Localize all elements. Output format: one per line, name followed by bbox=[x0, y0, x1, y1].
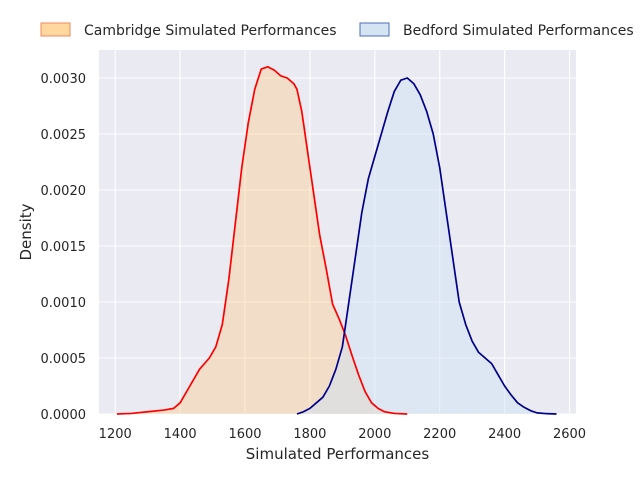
y-tick-label: 0.0030 bbox=[41, 72, 87, 87]
density-line-0 bbox=[116, 65, 408, 415]
grid bbox=[99, 50, 576, 415]
x-tick-label: 1400 bbox=[164, 427, 197, 442]
legend-swatch-cambridge bbox=[40, 22, 71, 37]
density-area-1 bbox=[296, 78, 557, 414]
density-area-0 bbox=[116, 66, 408, 415]
series-layer bbox=[116, 65, 557, 415]
x-tick-label: 2400 bbox=[488, 427, 521, 442]
x-tick-label: 1600 bbox=[228, 427, 261, 442]
x-tick-label: 2200 bbox=[423, 427, 456, 442]
y-tick-label: 0.0020 bbox=[41, 184, 87, 199]
y-tick-label: 0.0005 bbox=[41, 352, 87, 367]
x-tick-label: 1200 bbox=[99, 427, 132, 442]
legend-swatch-bedford bbox=[359, 22, 390, 37]
legend-label-bedford: Bedford Simulated Performances bbox=[403, 23, 634, 39]
plot-background bbox=[99, 50, 576, 414]
x-axis-label: Simulated Performances bbox=[246, 445, 430, 463]
y-tick-label: 0.0010 bbox=[41, 296, 87, 311]
legend-label-cambridge: Cambridge Simulated Performances bbox=[84, 23, 337, 39]
y-tick-label: 0.0015 bbox=[41, 240, 87, 255]
x-axis-ticks: 1200 1400 1600 1800 2000 2200 2400 2600 bbox=[99, 427, 586, 442]
x-tick-label: 2000 bbox=[358, 427, 391, 442]
y-tick-label: 0.0025 bbox=[41, 128, 87, 143]
y-tick-label: 0.0000 bbox=[41, 408, 87, 423]
y-axis-label: Density bbox=[17, 203, 35, 260]
y-axis-ticks: 0.0000 0.0005 0.0010 0.0015 0.0020 0.0025 0.00… bbox=[41, 72, 87, 423]
legend: Cambridge Simulated Performances Bedford… bbox=[40, 22, 634, 39]
x-tick-label: 1800 bbox=[293, 427, 326, 442]
x-tick-label: 2600 bbox=[553, 427, 586, 442]
density-line-1 bbox=[296, 77, 557, 415]
